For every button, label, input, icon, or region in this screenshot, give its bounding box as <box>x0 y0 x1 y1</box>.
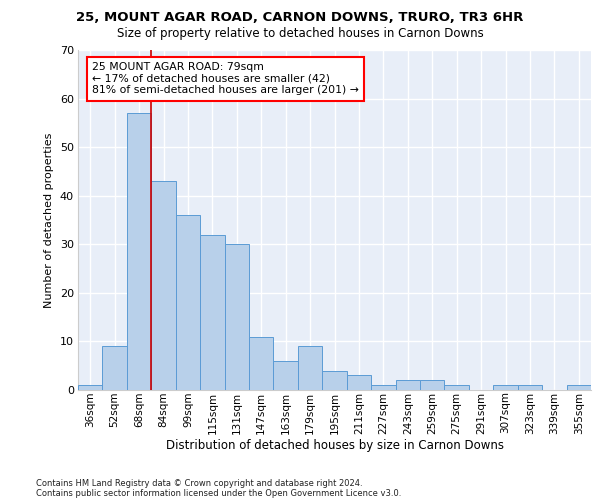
Text: Size of property relative to detached houses in Carnon Downs: Size of property relative to detached ho… <box>116 28 484 40</box>
Bar <box>420 380 445 390</box>
Bar <box>298 346 322 390</box>
Bar <box>395 380 420 390</box>
Bar <box>78 385 103 390</box>
Bar <box>274 361 298 390</box>
X-axis label: Distribution of detached houses by size in Carnon Downs: Distribution of detached houses by size … <box>166 439 503 452</box>
Bar <box>493 385 518 390</box>
Text: 25 MOUNT AGAR ROAD: 79sqm
← 17% of detached houses are smaller (42)
81% of semi-: 25 MOUNT AGAR ROAD: 79sqm ← 17% of detac… <box>92 62 359 96</box>
Bar <box>103 346 127 390</box>
Bar <box>518 385 542 390</box>
Bar <box>566 385 591 390</box>
Bar <box>127 113 151 390</box>
Bar <box>200 234 224 390</box>
Text: Contains public sector information licensed under the Open Government Licence v3: Contains public sector information licen… <box>36 488 401 498</box>
Text: 25, MOUNT AGAR ROAD, CARNON DOWNS, TRURO, TR3 6HR: 25, MOUNT AGAR ROAD, CARNON DOWNS, TRURO… <box>76 11 524 24</box>
Bar <box>224 244 249 390</box>
Bar <box>322 370 347 390</box>
Bar <box>176 215 200 390</box>
Bar <box>371 385 395 390</box>
Text: Contains HM Land Registry data © Crown copyright and database right 2024.: Contains HM Land Registry data © Crown c… <box>36 478 362 488</box>
Y-axis label: Number of detached properties: Number of detached properties <box>44 132 54 308</box>
Bar <box>347 376 371 390</box>
Bar <box>151 181 176 390</box>
Bar <box>249 336 274 390</box>
Bar <box>445 385 469 390</box>
